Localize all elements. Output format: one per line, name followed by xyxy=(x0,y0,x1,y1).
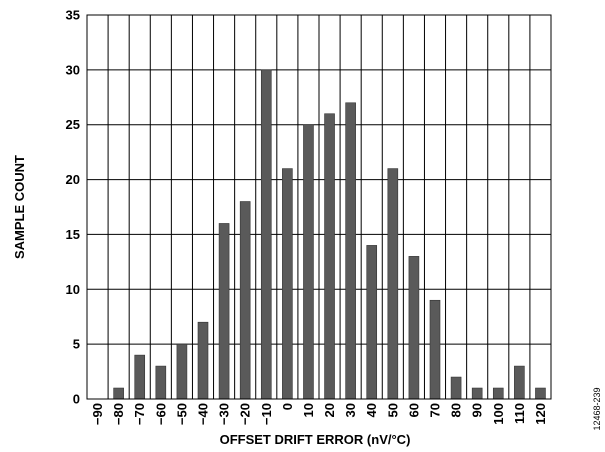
bar xyxy=(218,223,230,400)
bar xyxy=(134,354,146,400)
x-tick-label: −60 xyxy=(153,403,168,425)
y-tick-label: 15 xyxy=(66,227,80,242)
bar xyxy=(239,201,251,400)
x-tick-label: 50 xyxy=(385,403,400,417)
x-tick-label: −70 xyxy=(132,403,147,425)
x-tick-label: 10 xyxy=(301,403,316,417)
bar xyxy=(535,387,546,400)
x-tick-label: 110 xyxy=(512,403,527,424)
y-tick-label: 25 xyxy=(66,117,80,132)
bar xyxy=(282,168,293,400)
y-tick-label: 0 xyxy=(73,392,80,407)
x-tick-label: 0 xyxy=(280,403,295,410)
plot-frame xyxy=(86,14,552,400)
figure-code: 12468-239 xyxy=(592,387,602,430)
x-tick-labels: −90 −80 −70 −60 −50 −40 −30 −20 −10 0 10 20 30 40 50 60… xyxy=(90,403,548,425)
x-tick-label: −40 xyxy=(196,403,211,425)
bar xyxy=(113,387,124,400)
y-tick-label: 35 xyxy=(66,8,80,23)
bar xyxy=(176,343,188,400)
x-tick-label: 20 xyxy=(322,403,337,417)
bar xyxy=(345,102,356,400)
x-tick-label: −90 xyxy=(90,403,105,425)
y-tick-label: 5 xyxy=(73,337,80,352)
bar xyxy=(514,365,525,400)
x-tick-label: −80 xyxy=(111,403,126,425)
bar xyxy=(450,376,462,400)
x-tick-label: 60 xyxy=(406,403,421,417)
y-tick-label: 30 xyxy=(66,62,80,77)
y-tick-labels: 0 5 10 15 20 25 30 35 xyxy=(66,8,80,407)
y-tick-label: 10 xyxy=(66,282,80,297)
x-tick-label: 70 xyxy=(428,403,443,417)
x-tick-label: −10 xyxy=(259,403,274,425)
bar xyxy=(387,168,399,400)
bar xyxy=(429,299,441,400)
x-tick-label: 30 xyxy=(343,403,358,417)
x-tick-label: 90 xyxy=(470,403,485,417)
bar xyxy=(324,113,335,400)
bar xyxy=(155,365,167,400)
bar xyxy=(408,256,420,400)
x-tick-label: 120 xyxy=(533,403,548,425)
grid xyxy=(87,14,551,400)
x-tick-label: −50 xyxy=(174,403,189,425)
bar xyxy=(303,124,314,400)
x-tick-label: 40 xyxy=(364,403,379,417)
x-axis-title: OFFSET DRIFT ERROR (nV/°C) xyxy=(220,432,411,447)
bar xyxy=(260,69,272,400)
x-tick-label: 100 xyxy=(491,403,506,425)
bar xyxy=(197,321,209,400)
bar xyxy=(366,245,378,400)
bar xyxy=(471,387,483,400)
x-tick-label: 80 xyxy=(449,403,464,417)
bar xyxy=(492,387,504,400)
x-tick-label: −20 xyxy=(238,403,253,425)
x-tick-label: −30 xyxy=(217,403,232,425)
y-axis-title: SAMPLE COUNT xyxy=(12,155,27,259)
y-tick-label: 20 xyxy=(66,172,80,187)
